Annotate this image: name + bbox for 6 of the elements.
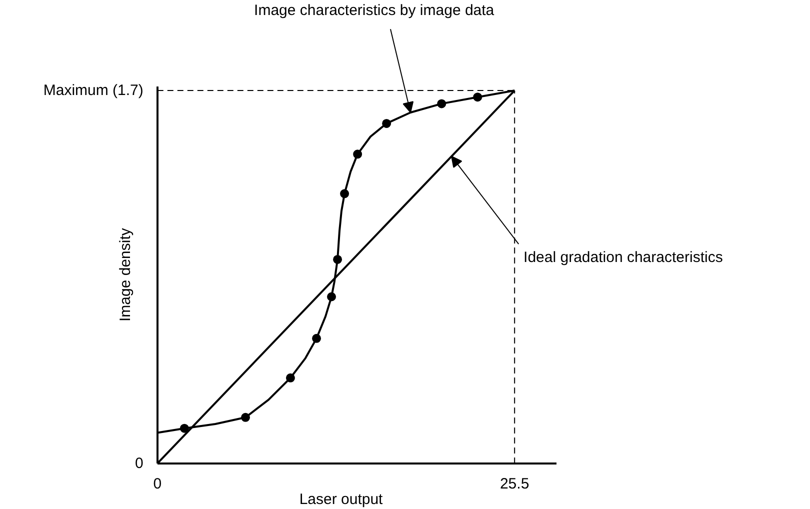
x-axis-title: Laser output [299,490,384,508]
y-tick-label: Maximum (1.7) [43,82,144,100]
y-axis-title: Image density [116,228,134,322]
annotation: Ideal gradation characteristics [524,248,723,266]
annotation: Image characteristics by image data [254,2,495,19]
x-tick-label: 25.5 [500,475,530,492]
